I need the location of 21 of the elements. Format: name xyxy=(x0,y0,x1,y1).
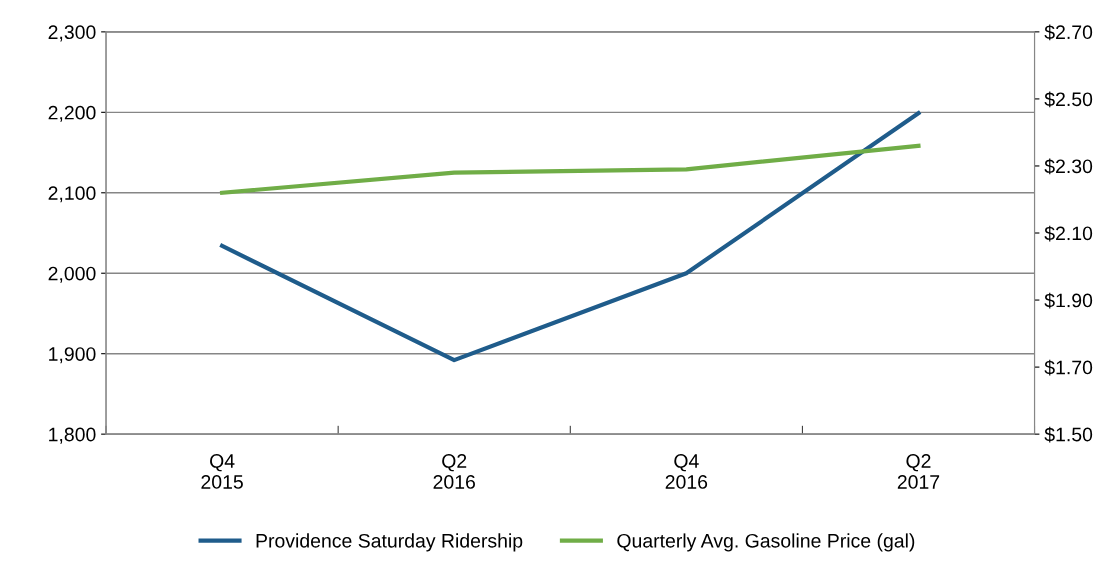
x-tick-label: Q2 2017 xyxy=(897,454,940,489)
y-tick-label: 1,800 xyxy=(49,427,96,444)
y2-tick-label: $1.70 xyxy=(1044,359,1093,376)
y2-tick-label: $2.70 xyxy=(1044,24,1093,41)
x-tick-label: Q2 2016 xyxy=(433,454,475,489)
y-tick-label: 2,000 xyxy=(48,266,96,283)
x-tick-label: Q4 2016 xyxy=(665,454,708,489)
y2-tick-label: $2.10 xyxy=(1044,225,1093,242)
legend-label: Quarterly Avg. Gasoline Price (gal) xyxy=(617,533,915,552)
x-tick-label: Q4 2015 xyxy=(201,454,243,489)
line-series xyxy=(219,111,921,363)
line-series xyxy=(219,143,921,195)
y2-tick-label: $2.30 xyxy=(1044,158,1093,175)
y-tick-label: 1,900 xyxy=(49,347,96,364)
y-tick-label: 2,300 xyxy=(48,25,96,42)
y2-tick-label: $1.90 xyxy=(1044,292,1093,309)
y-tick-label: 2,100 xyxy=(48,186,96,203)
y2-tick-label: $2.50 xyxy=(1044,91,1093,108)
y2-tick-label: $1.50 xyxy=(1044,426,1093,443)
legend-label: Providence Saturday Ridership xyxy=(256,533,523,552)
y-tick-label: 2,200 xyxy=(48,105,96,122)
